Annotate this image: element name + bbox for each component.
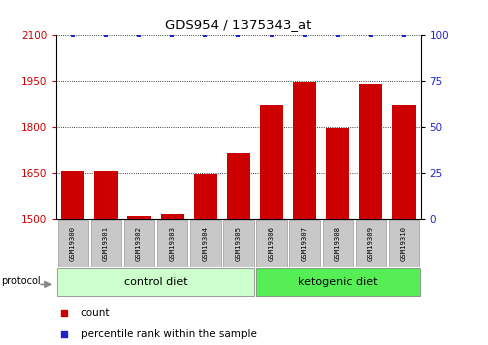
FancyBboxPatch shape: [90, 219, 121, 267]
Point: [168, 32, 176, 37]
Text: count: count: [81, 308, 110, 318]
Text: GSM19302: GSM19302: [136, 226, 142, 261]
Bar: [160, 215, 183, 219]
Text: GSM19310: GSM19310: [400, 226, 406, 261]
Point: [333, 32, 341, 37]
FancyBboxPatch shape: [255, 268, 419, 296]
Bar: [226, 153, 249, 219]
Text: GSM19300: GSM19300: [70, 226, 76, 261]
FancyBboxPatch shape: [223, 219, 253, 267]
Text: GSM19303: GSM19303: [169, 226, 175, 261]
FancyBboxPatch shape: [289, 219, 319, 267]
Point: [366, 32, 374, 37]
FancyBboxPatch shape: [57, 268, 253, 296]
Point: [234, 32, 242, 37]
Bar: [260, 105, 283, 219]
Bar: [127, 216, 150, 219]
Text: GSM19308: GSM19308: [334, 226, 340, 261]
Text: control diet: control diet: [123, 277, 187, 287]
Text: GSM19307: GSM19307: [301, 226, 307, 261]
Point: [201, 32, 209, 37]
Text: percentile rank within the sample: percentile rank within the sample: [81, 329, 256, 339]
Bar: [391, 105, 415, 219]
Text: GSM19301: GSM19301: [102, 226, 109, 261]
Point: [135, 32, 142, 37]
Text: protocol: protocol: [1, 276, 41, 286]
Point: [69, 32, 77, 37]
FancyBboxPatch shape: [58, 219, 88, 267]
Point: [399, 32, 407, 37]
FancyBboxPatch shape: [157, 219, 187, 267]
Bar: [292, 82, 316, 219]
Text: GSM19306: GSM19306: [268, 226, 274, 261]
Bar: [359, 84, 382, 219]
Point: [102, 32, 110, 37]
FancyBboxPatch shape: [123, 219, 154, 267]
Point: [300, 32, 308, 37]
Bar: [325, 128, 348, 219]
Point: [60, 310, 68, 315]
FancyBboxPatch shape: [388, 219, 418, 267]
Text: GSM19305: GSM19305: [235, 226, 241, 261]
Bar: [94, 171, 117, 219]
Bar: [61, 171, 84, 219]
Point: [60, 331, 68, 337]
Bar: [193, 175, 216, 219]
FancyBboxPatch shape: [355, 219, 386, 267]
FancyBboxPatch shape: [256, 219, 286, 267]
Text: GSM19309: GSM19309: [367, 226, 373, 261]
FancyBboxPatch shape: [322, 219, 352, 267]
Point: [267, 32, 275, 37]
FancyBboxPatch shape: [190, 219, 220, 267]
Text: ketogenic diet: ketogenic diet: [297, 277, 377, 287]
Text: GSM19304: GSM19304: [202, 226, 208, 261]
Title: GDS954 / 1375343_at: GDS954 / 1375343_at: [165, 18, 311, 31]
